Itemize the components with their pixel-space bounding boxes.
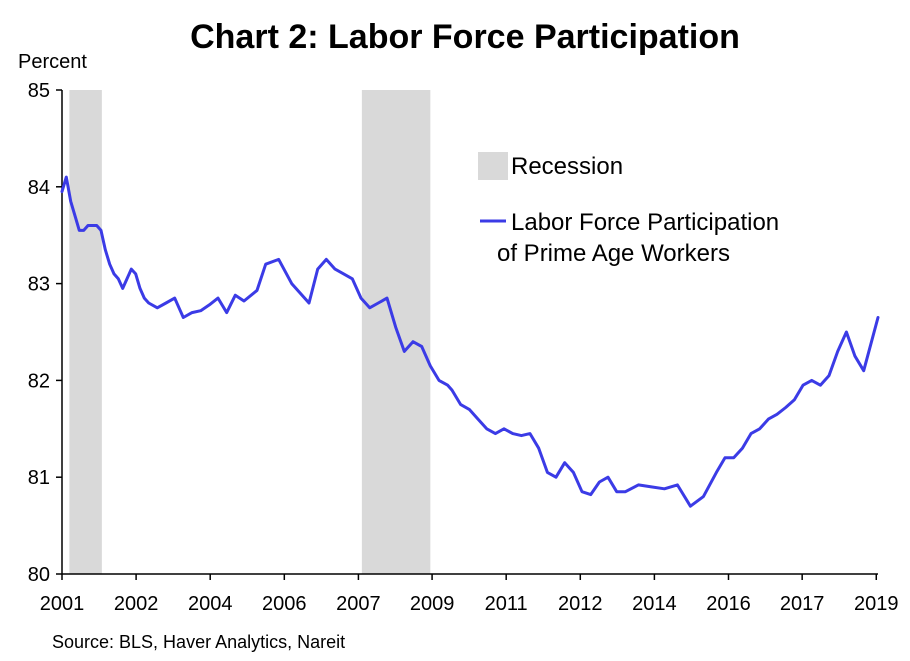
x-tick-label: 2012 — [558, 593, 603, 615]
y-tick-label: 81 — [28, 467, 50, 489]
x-ticks: 2001 2002 2004 2006 2007 2009 2011 2012 2014 2016… — [40, 574, 899, 615]
y-ticks: 80 81 82 83 84 85 — [28, 80, 62, 586]
y-tick-label: 84 — [28, 177, 50, 199]
x-tick-label: 2001 — [40, 593, 85, 615]
x-tick-label: 2006 — [262, 593, 307, 615]
x-tick-label: 2014 — [632, 593, 677, 615]
chart-title: Chart 2: Labor Force Participation — [190, 18, 740, 56]
x-tick-label: 2004 — [188, 593, 233, 615]
source-note: Source: BLS, Haver Analytics, Nareit — [52, 632, 345, 652]
x-tick-label: 2007 — [336, 593, 381, 615]
y-axis-unit-label: Percent — [18, 51, 87, 73]
x-tick-label: 2002 — [114, 593, 159, 615]
recession-band-1 — [69, 90, 102, 574]
legend-line-label-2: of Prime Age Workers — [497, 240, 730, 267]
recession-bands — [69, 90, 431, 574]
x-tick-label: 2019 — [854, 593, 899, 615]
y-tick-label: 80 — [28, 564, 50, 586]
legend-line-label-1: Labor Force Participation — [511, 209, 779, 236]
legend: Recession Labor Force Participation of P… — [478, 152, 779, 267]
x-tick-label: 2009 — [410, 593, 455, 615]
x-tick-label: 2017 — [780, 593, 825, 615]
y-tick-label: 83 — [28, 274, 50, 296]
y-tick-label: 85 — [28, 80, 50, 102]
x-tick-label: 2016 — [706, 593, 751, 615]
legend-recession-label: Recession — [511, 153, 623, 180]
x-tick-label: 2011 — [485, 593, 528, 615]
legend-recession-swatch — [478, 152, 508, 180]
y-tick-label: 82 — [28, 370, 50, 392]
series-line-participation — [60, 175, 880, 508]
